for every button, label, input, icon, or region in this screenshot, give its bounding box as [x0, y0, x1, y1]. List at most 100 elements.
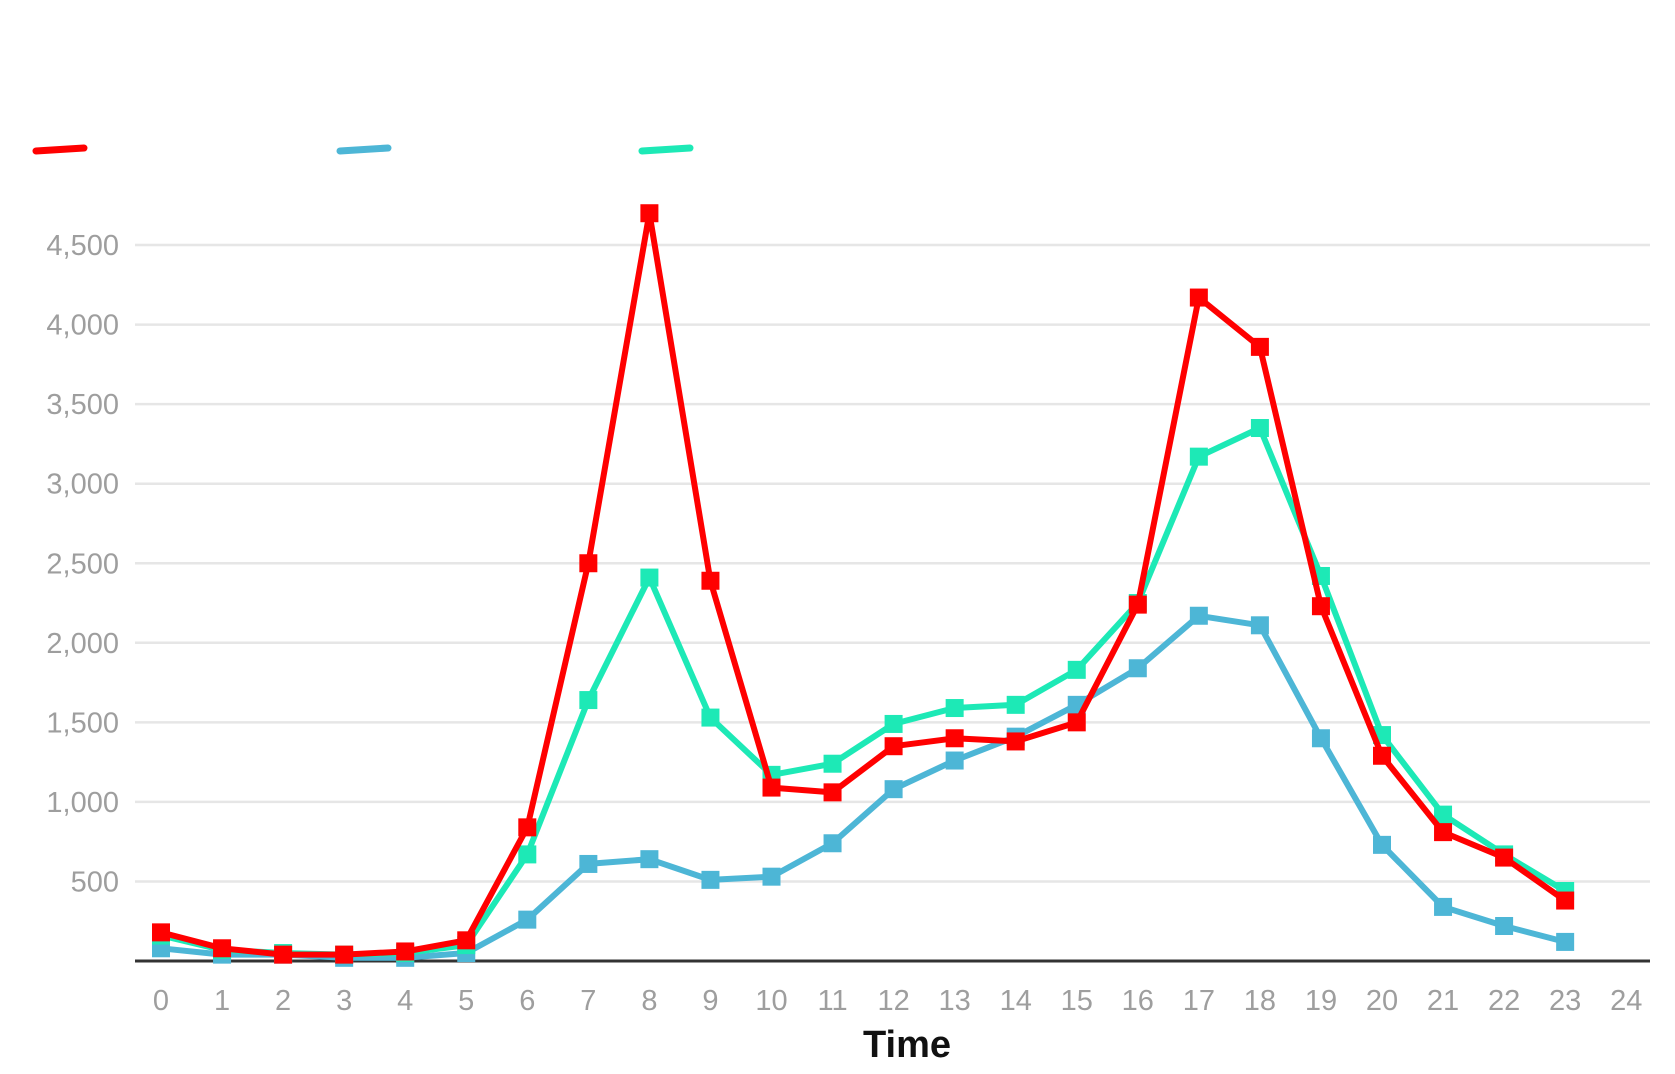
data-point: [579, 854, 598, 873]
data-point: [152, 923, 170, 942]
data-point: [701, 708, 720, 727]
data-point: [640, 568, 659, 587]
legend-swatch: [336, 144, 392, 155]
data-point: [1311, 597, 1330, 616]
x-tick-label: 11: [817, 985, 847, 1017]
data-point: [945, 751, 964, 770]
x-tick-label: 15: [1061, 985, 1093, 1017]
legend-swatch: [638, 144, 694, 155]
x-tick-label: 9: [702, 985, 718, 1017]
x-tick-label: 10: [755, 985, 787, 1017]
data-point: [1250, 419, 1269, 438]
x-tick-label: 8: [641, 985, 657, 1017]
legend: [32, 144, 694, 155]
data-point: [1373, 746, 1391, 765]
x-tick-label: 20: [1366, 985, 1398, 1017]
data-point: [1128, 659, 1147, 678]
series-line: [158, 210, 1569, 958]
data-point: [1250, 616, 1269, 635]
x-tick-label: 16: [1122, 985, 1154, 1017]
series-layer: [152, 204, 1575, 967]
data-point: [701, 870, 720, 889]
x-tick-label: 5: [458, 985, 474, 1017]
x-tick-label: 1: [214, 985, 230, 1017]
data-point: [1311, 729, 1330, 748]
data-point: [701, 571, 720, 590]
data-point: [1067, 713, 1086, 732]
x-tick-label: 0: [153, 985, 169, 1017]
data-point: [762, 778, 781, 797]
data-point: [1006, 695, 1025, 714]
data-point: [1434, 897, 1453, 916]
data-point: [1189, 288, 1208, 307]
data-point: [213, 939, 232, 958]
x-axis-ticks: 0 1 2 3 4 5 6 7 8 9 10 11 12 13 14 15 16 17 18 19 20 21 22 23 24: [153, 985, 1642, 1017]
data-point: [579, 691, 598, 710]
legend-swatch: [32, 144, 88, 155]
data-point: [396, 942, 415, 961]
data-point: [884, 737, 903, 756]
data-point: [1556, 932, 1575, 951]
data-point: [884, 780, 903, 799]
x-tick-label: 23: [1549, 985, 1581, 1017]
y-tick-label: 2,000: [46, 628, 119, 660]
x-tick-label: 7: [580, 985, 596, 1017]
data-point: [823, 783, 842, 802]
data-point: [1006, 732, 1025, 751]
data-point: [335, 945, 354, 964]
data-point: [457, 931, 476, 950]
gridlines: [135, 243, 1650, 883]
x-tick-label: 14: [1000, 985, 1032, 1017]
data-point: [1373, 835, 1391, 854]
data-point: [518, 818, 537, 837]
x-tick-label: 13: [939, 985, 971, 1017]
x-tick-label: 22: [1488, 985, 1520, 1017]
data-point: [518, 845, 537, 864]
series: [152, 204, 1575, 964]
data-point: [640, 850, 659, 869]
data-point: [762, 867, 781, 886]
data-point: [1556, 891, 1575, 910]
data-point: [1189, 447, 1208, 466]
data-point: [1067, 660, 1086, 679]
data-point: [579, 554, 598, 573]
x-tick-label: 24: [1610, 985, 1642, 1017]
data-point: [1128, 595, 1147, 614]
series-line: [158, 612, 1569, 961]
x-tick-label: 3: [336, 985, 352, 1017]
y-tick-label: 4,000: [46, 310, 119, 342]
data-point: [640, 204, 659, 223]
data-point: [1189, 606, 1208, 625]
x-tick-label: 19: [1305, 985, 1337, 1017]
x-tick-label: 6: [519, 985, 535, 1017]
data-point: [823, 754, 842, 773]
y-axis-ticks: 500 1,000 1,500 2,000 2,500 3,000 3,500 4,000 4,…: [46, 230, 119, 898]
y-tick-label: 2,500: [46, 548, 119, 580]
x-tick-label: 21: [1427, 985, 1459, 1017]
y-tick-label: 500: [71, 866, 119, 898]
data-point: [945, 699, 964, 718]
x-tick-label: 18: [1244, 985, 1276, 1017]
data-point: [518, 910, 537, 929]
x-tick-label: 17: [1183, 985, 1215, 1017]
y-tick-label: 1,500: [46, 707, 119, 739]
data-point: [823, 834, 842, 853]
data-point: [1434, 805, 1453, 824]
x-tick-label: 12: [877, 985, 909, 1017]
x-tick-label: 4: [397, 985, 413, 1017]
data-point: [1434, 823, 1453, 842]
y-tick-label: 4,500: [46, 230, 119, 262]
data-point: [1250, 337, 1269, 356]
x-tick-label: 2: [275, 985, 291, 1017]
y-tick-label: 1,000: [46, 787, 119, 819]
x-axis-title: Time: [863, 1024, 951, 1066]
series: [152, 606, 1575, 967]
data-point: [945, 729, 964, 748]
data-point: [1495, 848, 1514, 867]
y-tick-label: 3,500: [46, 389, 119, 421]
data-point: [274, 945, 293, 964]
data-point: [1495, 916, 1514, 935]
data-point: [884, 714, 903, 733]
